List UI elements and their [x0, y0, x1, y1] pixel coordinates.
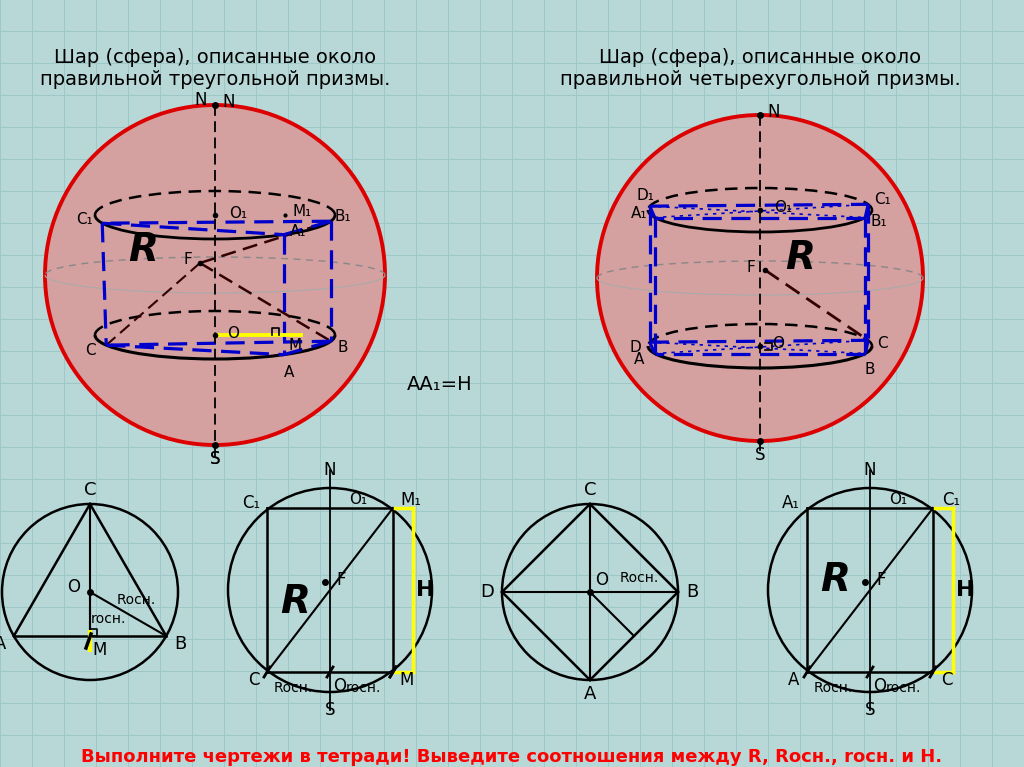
Text: F: F [183, 252, 193, 268]
Text: S: S [210, 450, 220, 468]
Text: R: R [280, 583, 310, 621]
Text: N: N [195, 91, 207, 109]
Text: R: R [128, 231, 158, 269]
Text: rосн.: rосн. [886, 681, 922, 695]
Text: N: N [223, 93, 236, 111]
Text: S: S [325, 701, 335, 719]
Text: S: S [210, 450, 220, 468]
Text: M: M [288, 337, 301, 353]
Text: C₁: C₁ [76, 212, 92, 227]
Text: N: N [324, 461, 336, 479]
Text: A: A [584, 685, 596, 703]
Text: Rосн.: Rосн. [814, 681, 853, 695]
Text: C: C [84, 481, 96, 499]
Text: A: A [788, 671, 800, 689]
Text: A: A [634, 352, 644, 367]
Text: rосн.: rосн. [346, 681, 381, 695]
Text: O: O [873, 677, 887, 695]
Text: C: C [85, 343, 95, 357]
Text: H: H [416, 580, 434, 600]
Text: O₁: O₁ [229, 206, 247, 220]
Text: R: R [820, 561, 850, 599]
Text: Rосн.: Rосн. [273, 681, 313, 695]
Text: M: M [399, 671, 414, 689]
Text: C: C [877, 336, 888, 351]
Text: D: D [630, 340, 642, 354]
Text: O: O [772, 337, 784, 351]
Text: M: M [93, 641, 108, 659]
Text: S: S [755, 446, 765, 464]
Text: F: F [336, 571, 346, 589]
Text: Выполните чертежи в тетради! Выведите соотношения между R, Rосн., rосн. и H.: Выполните чертежи в тетради! Выведите со… [82, 748, 942, 766]
Text: B: B [338, 340, 348, 354]
Text: B₁: B₁ [335, 209, 351, 224]
Text: A₁: A₁ [782, 494, 800, 512]
Text: Шар (сфера), описанные около
правильной треугольной призмы.: Шар (сфера), описанные около правильной … [40, 48, 390, 89]
Text: Rосн.: Rосн. [117, 593, 156, 607]
Text: O: O [227, 325, 239, 341]
Text: S: S [864, 701, 876, 719]
Text: F: F [746, 259, 755, 275]
Text: B: B [865, 362, 876, 377]
Text: C: C [584, 481, 596, 499]
Text: O₁: O₁ [774, 200, 793, 216]
Text: O: O [596, 571, 608, 589]
Text: A₁: A₁ [290, 224, 306, 239]
Text: O₁: O₁ [889, 492, 907, 508]
Text: N: N [768, 103, 780, 121]
Text: A: A [0, 635, 6, 653]
Circle shape [597, 115, 923, 441]
Text: B: B [686, 583, 698, 601]
Text: C: C [248, 671, 260, 689]
Text: rосн.: rосн. [90, 612, 126, 626]
Text: O: O [334, 677, 346, 695]
Text: C: C [941, 671, 952, 689]
Text: H: H [955, 580, 974, 600]
Text: M₁: M₁ [293, 203, 312, 219]
Text: Rосн.: Rосн. [620, 571, 658, 585]
Text: Шар (сфера), описанные около
правильной четырехугольной призмы.: Шар (сфера), описанные около правильной … [560, 48, 961, 89]
Text: C₁: C₁ [942, 491, 961, 509]
Text: АА₁=H: АА₁=H [408, 376, 473, 394]
Text: D: D [480, 583, 494, 601]
Text: F: F [877, 571, 886, 589]
Text: C₁: C₁ [873, 192, 891, 207]
Circle shape [45, 105, 385, 445]
Text: M₁: M₁ [400, 491, 422, 509]
Text: B: B [174, 635, 186, 653]
Text: C₁: C₁ [242, 494, 260, 512]
Text: D₁: D₁ [637, 188, 654, 202]
Text: N: N [864, 461, 877, 479]
Text: R: R [785, 239, 815, 277]
Text: O: O [68, 578, 81, 596]
Text: A: A [284, 365, 294, 380]
Text: B₁: B₁ [871, 214, 888, 229]
Text: O₁: O₁ [349, 492, 367, 508]
Text: A₁: A₁ [631, 206, 647, 221]
